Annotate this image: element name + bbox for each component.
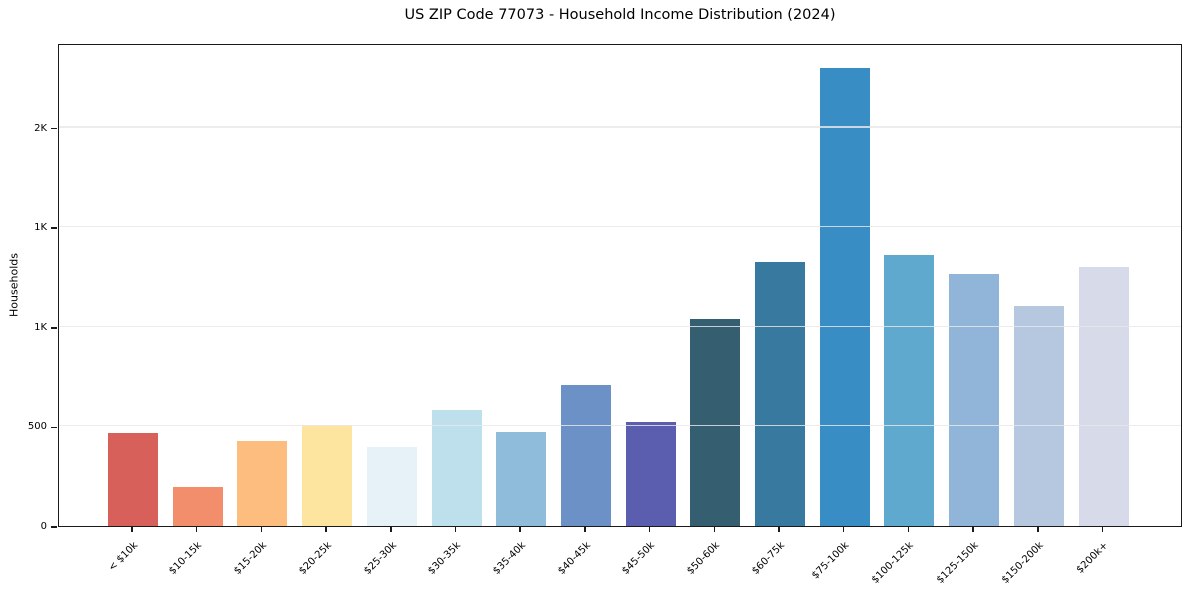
x-tick-mark [519,527,521,532]
y-axis-label: Households [7,253,21,317]
y-tick-label-0: 0 [40,521,47,532]
bar-$10-15k [172,487,223,526]
x-tick-mark [1101,527,1104,532]
x-tick-mark [1037,527,1039,532]
bar-< $10k [108,433,158,526]
x-tick-label-wrap: $200k+ [903,533,1110,576]
y-tick-mark [51,526,57,528]
bar-$30-35k [431,410,482,526]
x-tick-mark [260,527,263,532]
bar-$40-45k [560,384,611,526]
x-tick-mark [778,527,780,532]
bar-$15-20k [237,441,288,526]
bar-$75-100k [819,67,870,526]
x-tick-mark [907,527,910,532]
x-tick-mark [648,527,651,532]
bar-$50-60k [690,318,741,526]
x-tick-mark [325,527,327,532]
gridline-1500 [59,225,1181,228]
bar-$150-200k [1013,305,1064,526]
plot-area [58,44,1182,527]
y-tick-mark [51,327,57,329]
gridline-500 [59,425,1181,427]
x-tick-mark [390,527,392,532]
chart-title: US ZIP Code 77073 - Household Income Dis… [404,7,836,23]
y-tick-label-4: 2K [34,122,47,134]
y-tick-label-1: 500 [27,421,47,433]
x-tick-mark [584,527,586,532]
y-tick-label-3: 1K [34,222,47,234]
y-tick-label-2: 1K [34,321,47,333]
x-tick-label-15: $200k+ [1074,540,1111,576]
x-tick-mark [454,527,457,532]
bar-$200k+ [1078,267,1129,526]
y-tick-mark [51,127,57,130]
bar-$20-25k [302,425,353,526]
x-tick-mark [972,527,974,532]
gridline-1000 [59,325,1181,327]
gridline-2000 [59,126,1181,128]
bar-$100-125k [884,255,935,526]
bar-$125-150k [949,274,1000,526]
bar-$25-30k [366,447,417,526]
y-tick-mark [51,426,57,429]
x-tick-mark [131,527,133,532]
y-tick-mark [51,227,57,229]
x-tick-mark [842,527,845,532]
bar-$45-50k [625,422,676,526]
x-tick-mark [195,527,198,532]
bar-$60-75k [755,262,805,526]
bar-$35-40k [496,432,547,526]
x-tick-mark [713,527,716,532]
